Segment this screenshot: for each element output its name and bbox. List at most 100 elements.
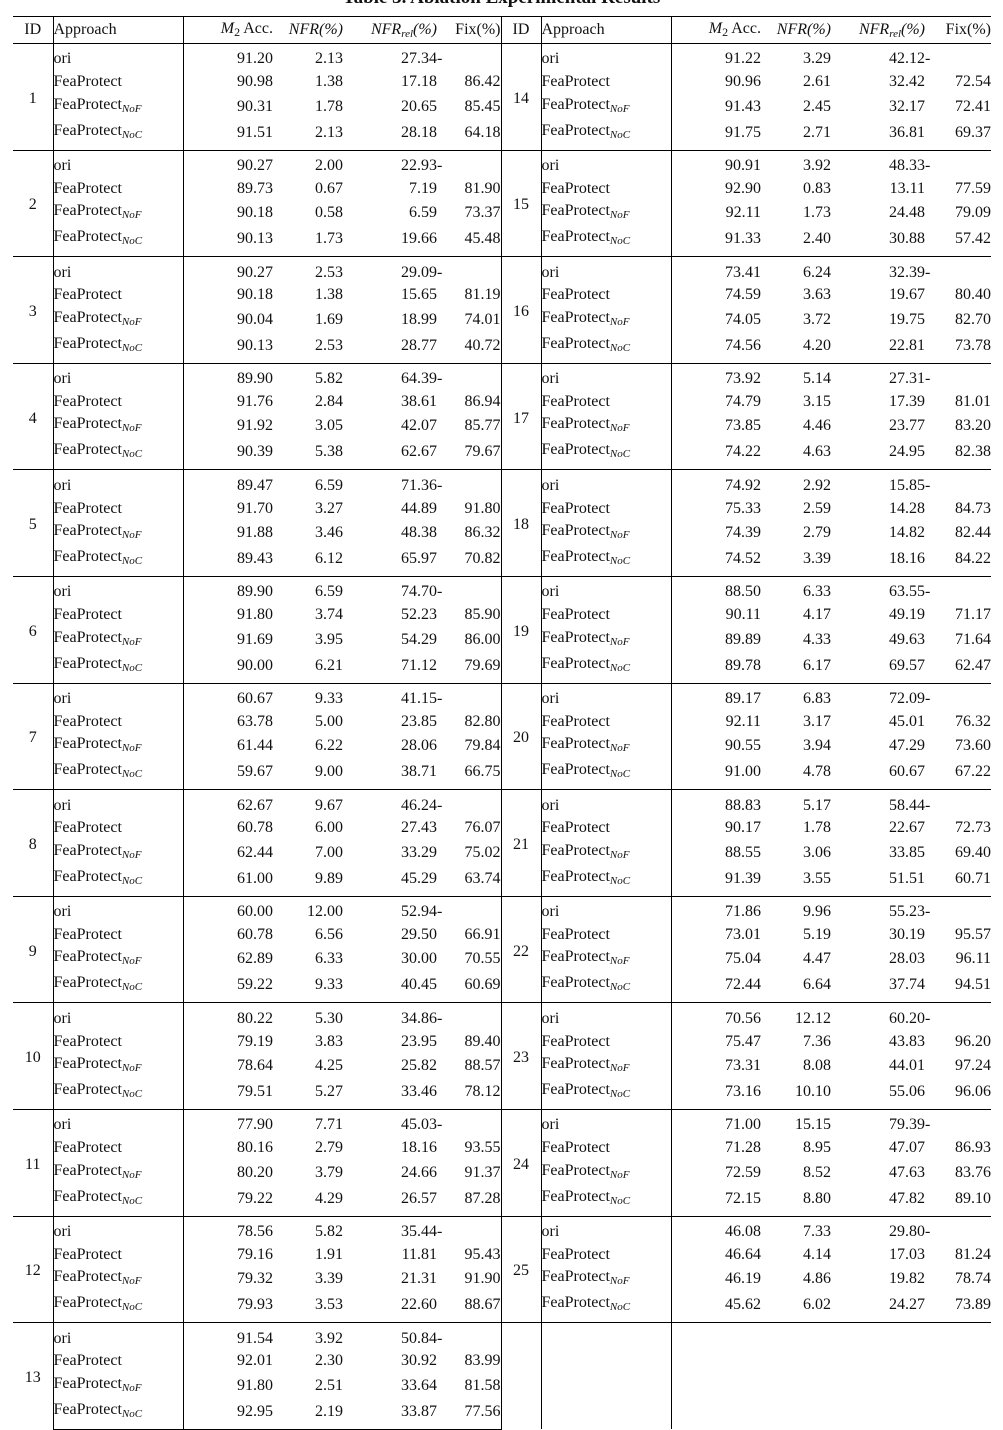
nfr-rel-value: 30.00 <box>401 950 437 968</box>
nfr-value: 3.53 <box>315 1296 343 1314</box>
fix-value: - <box>437 895 502 924</box>
m2-acc-value: 80.22 <box>182 1002 273 1031</box>
fix-value: - <box>925 469 991 498</box>
nfr-rel-value: 20.65 <box>401 97 437 115</box>
approach-name: FeaProtectNoC <box>540 1292 671 1323</box>
fix-value: 57.42 <box>955 230 991 248</box>
nfr-value: 4.17 <box>803 606 831 624</box>
nfr-rel-value: 44.89 <box>401 499 437 517</box>
approach-name: FeaProtectNoF <box>540 1266 671 1293</box>
nfr-value: 3.05 <box>315 417 343 435</box>
approach-name: FeaProtect <box>540 177 671 201</box>
approach-name: FeaProtect <box>52 1349 183 1373</box>
fix-value: - <box>437 682 502 711</box>
m2-acc-value: 60.78 <box>182 816 273 840</box>
nfr-value: 4.86 <box>803 1270 831 1288</box>
nfr-rel-value: 22.67 <box>889 819 925 837</box>
approach-name: FeaProtectNoF <box>540 626 671 653</box>
approach-name: FeaProtect <box>52 603 183 627</box>
nfr-rel-value: 26.57 <box>401 1189 437 1207</box>
nfr-value: 2.92 <box>761 469 831 498</box>
fix-value: - <box>437 575 502 604</box>
nfr-value: 4.63 <box>803 443 831 461</box>
nfr-rel-value: 22.60 <box>401 1296 437 1314</box>
fix-value: 94.51 <box>955 976 991 994</box>
m2-acc-value: 71.28 <box>670 1136 761 1160</box>
m2-acc-value: 88.55 <box>670 839 761 866</box>
approach-name: FeaProtect <box>540 1030 671 1053</box>
approach-name: FeaProtectNoF <box>52 626 183 653</box>
nfr-value: 8.08 <box>803 1056 831 1074</box>
approach-name: FeaProtectNoF <box>540 733 671 760</box>
fix-value: 45.48 <box>437 226 502 257</box>
nfr-rel-value: 17.39 <box>889 392 925 410</box>
approach-name: FeaProtectNoC <box>52 1292 183 1323</box>
approach-name: FeaProtectNoF <box>540 1159 671 1186</box>
fix-value: - <box>925 575 991 604</box>
approach-name: FeaProtect <box>52 177 183 201</box>
nfr-value: 0.67 <box>315 179 343 197</box>
table-row: 6 ori 89.90 6.59 74.70-19 ori 88.50 6.33 63.55- <box>13 575 991 684</box>
nfr-value: 1.38 <box>315 286 343 304</box>
approach-name: FeaProtectNoC <box>540 865 671 897</box>
m2-acc-value: 79.16 <box>182 1243 273 1267</box>
header-nfr-rel: NFRrel(%) <box>831 16 925 44</box>
fix-value: 84.73 <box>955 499 991 517</box>
group-id: 18 <box>501 469 541 577</box>
approach-name: FeaProtectNoF <box>52 1052 183 1079</box>
approach-name: FeaProtectNoF <box>52 200 183 227</box>
nfr-value: 2.30 <box>315 1352 343 1370</box>
group-id: 11 <box>13 1108 53 1217</box>
m2-acc-value: 91.22 <box>670 43 761 71</box>
approach-name: FeaProtectNoC <box>540 972 671 1003</box>
nfr-value: 6.17 <box>803 656 831 674</box>
m2-acc-value: 90.55 <box>670 733 761 760</box>
group-id: 24 <box>501 1108 541 1217</box>
fix-value: 82.38 <box>955 443 991 461</box>
nfr-rel-value: 34.86 <box>343 1002 437 1031</box>
m2-acc-value: 88.50 <box>670 575 761 604</box>
nfr-rel-value: 18.99 <box>401 310 437 328</box>
nfr-value: 6.12 <box>315 549 343 567</box>
nfr-rel-value: 19.67 <box>889 286 925 304</box>
table-row: FeaProtectNoC 90.13 1.73 19.66 45.48 FeaProte… <box>13 226 991 257</box>
m2-acc-value: 75.47 <box>670 1030 761 1053</box>
table-row: FeaProtectNoF 62.89 6.33 30.00 70.55 FeaProte… <box>13 946 991 973</box>
m2-acc-value: 74.22 <box>670 439 761 470</box>
m2-acc-value: 88.83 <box>670 789 761 817</box>
nfr-rel-value: 74.70 <box>343 575 437 604</box>
nfr-rel-value: 24.48 <box>889 204 925 222</box>
header-nfr: NFR(%) <box>761 16 831 44</box>
nfr-value: 6.83 <box>761 682 831 711</box>
fix-value: 97.24 <box>955 1056 991 1074</box>
nfr-rel-value: 32.39 <box>831 256 925 284</box>
table-row: 1 ori 91.20 2.13 27.34-14 ori 91.22 3.29 42.12- <box>13 43 991 107</box>
m2-acc-value: 74.56 <box>670 332 761 364</box>
m2-acc-value: 78.56 <box>182 1215 273 1244</box>
m2-acc-value: 45.62 <box>670 1292 761 1323</box>
fix-value: 66.91 <box>437 923 502 947</box>
m2-acc-value: 90.27 <box>182 256 273 284</box>
nfr-value: 5.30 <box>273 1002 343 1031</box>
nfr-rel-value: 64.39 <box>343 362 437 391</box>
m2-acc-value: 91.00 <box>670 759 761 790</box>
fix-value: 82.44 <box>955 523 991 541</box>
nfr-rel-value: 58.44 <box>831 789 925 817</box>
fix-value: 69.40 <box>955 843 991 861</box>
nfr-rel-value: 32.17 <box>889 97 925 115</box>
nfr-value: 6.24 <box>761 256 831 284</box>
nfr-value: 3.39 <box>315 1270 343 1288</box>
m2-acc-value: 72.15 <box>670 1185 761 1217</box>
nfr-value: 7.36 <box>803 1032 831 1050</box>
nfr-rel-value: 37.74 <box>889 976 925 994</box>
nfr-value: 3.06 <box>803 843 831 861</box>
fix-value: 73.37 <box>437 200 502 227</box>
header-id: ID <box>501 16 541 44</box>
nfr-value: 2.19 <box>273 1398 343 1430</box>
m2-acc-value: 91.43 <box>670 93 761 120</box>
approach-name: ori <box>52 1215 183 1244</box>
m2-acc-value: 91.92 <box>182 413 273 440</box>
fix-value: 73.78 <box>955 336 991 354</box>
approach-name: FeaProtect <box>52 816 183 840</box>
table-row: FeaProtectNoC 90.00 6.21 71.12 79.69 FeaProte… <box>13 652 991 684</box>
